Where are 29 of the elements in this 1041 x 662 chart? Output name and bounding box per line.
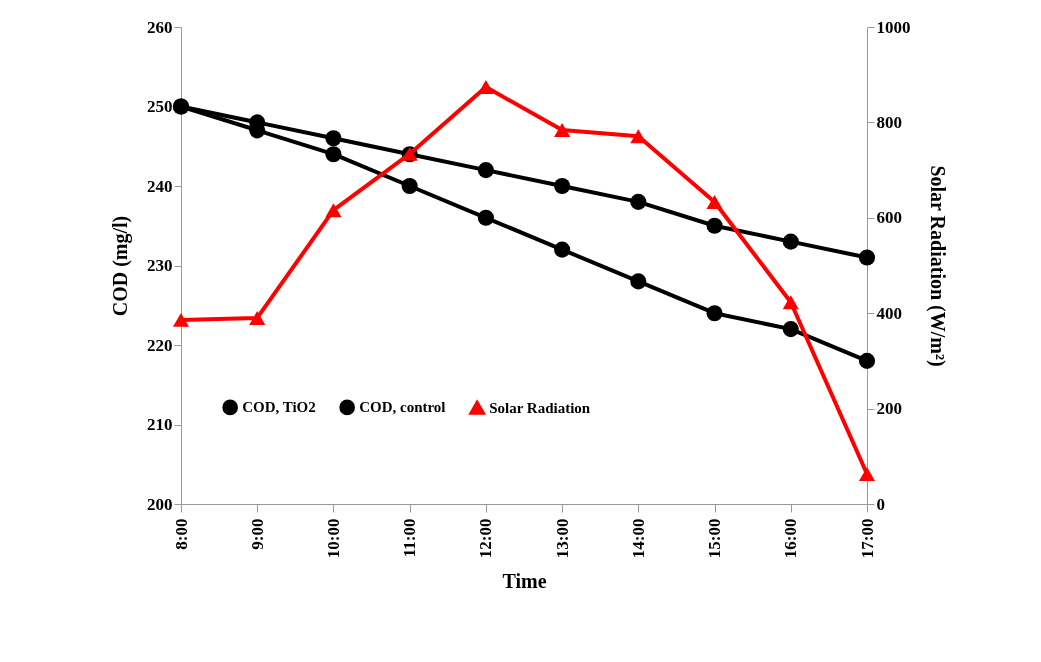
x-tick-label: 15:00 (705, 518, 725, 559)
legend-label: Solar Radiation (489, 399, 591, 416)
y2-tick-label: 600 (876, 208, 902, 228)
x-tick-label: 17:00 (857, 518, 877, 559)
y-tick-label: 260 (147, 17, 173, 37)
y-tick-label: 240 (147, 176, 173, 196)
x-tick-label: 16:00 (781, 518, 801, 559)
y-tick-label: 220 (147, 335, 173, 355)
x-tick-label: 12:00 (476, 518, 496, 559)
x-tick-label: 11:00 (400, 518, 420, 558)
x-tick-label: 10:00 (323, 518, 343, 559)
y-tick-label: 210 (147, 415, 173, 434)
x-tick-label: 13:00 (552, 518, 572, 559)
y-tick-label: 250 (147, 97, 173, 116)
legend-label: COD, control (359, 399, 446, 416)
y2-axis-title: Solar Radiation (W/m²) (925, 165, 949, 367)
y2-tick-label: 400 (876, 303, 902, 323)
y-tick-label: 200 (147, 494, 173, 514)
x-tick-label: 9:00 (247, 518, 267, 550)
legend-label: COD, TiO2 (242, 399, 316, 416)
y-tick-label: 230 (147, 256, 173, 275)
y2-tick-label: 0 (876, 494, 885, 514)
x-tick-label: 8:00 (171, 518, 191, 550)
y2-tick-label: 1000 (876, 17, 911, 37)
y-axis-title: COD (mg/l) (109, 215, 132, 317)
y2-tick-label: 800 (876, 112, 902, 132)
y2-tick-label: 200 (876, 399, 902, 419)
x-axis-title: Time (502, 570, 547, 593)
x-tick-label: 14:00 (628, 518, 648, 559)
